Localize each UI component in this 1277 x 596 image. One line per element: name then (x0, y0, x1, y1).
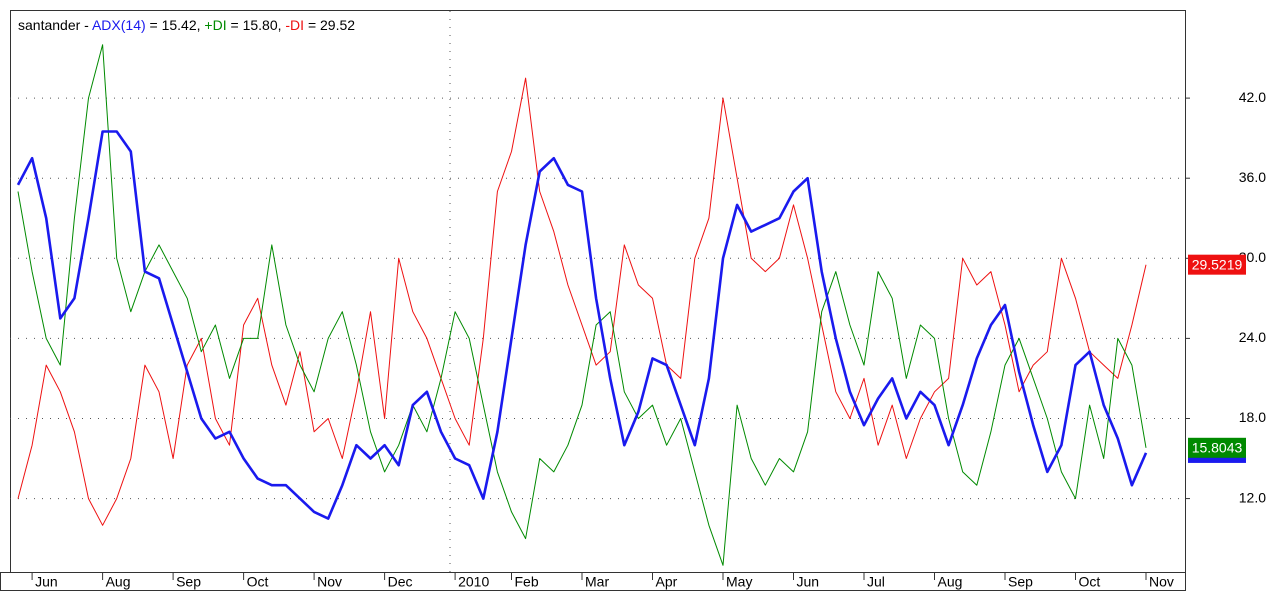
series-line (16, 130, 1148, 520)
legend-entry: -DI (285, 17, 304, 33)
x-tick-label: Oct (247, 574, 269, 590)
y-tick-label: 24.0 (1239, 329, 1266, 345)
x-tick-label: Nov (1149, 574, 1174, 590)
x-tick-label: Sep (1008, 574, 1033, 590)
legend-readout: = 15.42, (150, 17, 201, 33)
y-tick-label: 36.0 (1239, 169, 1266, 185)
legend-readout: = 15.80, (231, 17, 282, 33)
legend-entry: +DI (204, 17, 226, 33)
x-tick-label: Jun (797, 574, 820, 590)
x-tick-label: Mar (585, 574, 609, 590)
x-tick-label: Nov (317, 574, 342, 590)
x-tick-label: Sep (176, 574, 201, 590)
title-text: santander - (18, 17, 89, 33)
x-tick-label: Feb (515, 574, 539, 590)
x-tick-label: May (726, 574, 752, 590)
x-tick-label: Aug (106, 574, 131, 590)
x-tick-label: Jul (867, 574, 885, 590)
y-tick-label: 12.0 (1239, 489, 1266, 505)
plot-frame (10, 10, 1186, 573)
x-tick-label: 2010 (458, 574, 489, 590)
y-tick-label: 18.0 (1239, 409, 1266, 425)
series-line (17, 77, 1147, 526)
x-tick-label: Aug (938, 574, 963, 590)
y-tick-label: 42.0 (1239, 89, 1266, 105)
x-tick-label: Apr (656, 574, 678, 590)
x-tick-label: Oct (1079, 574, 1101, 590)
last-value-label: 29.5219 (1192, 256, 1243, 272)
chart-title: santander - ADX(14) = 15.42, +DI = 15.80… (18, 17, 355, 33)
last-value-label: 15.8043 (1192, 439, 1243, 455)
legend-entry: ADX(14) (92, 17, 146, 33)
last-value-box (1188, 254, 1246, 275)
x-tick-label: Dec (388, 574, 413, 590)
last-value-box (1188, 437, 1246, 458)
series-line (17, 44, 1147, 566)
x-tick-label: Jun (35, 574, 58, 590)
legend-readout: = 29.52 (308, 17, 355, 33)
